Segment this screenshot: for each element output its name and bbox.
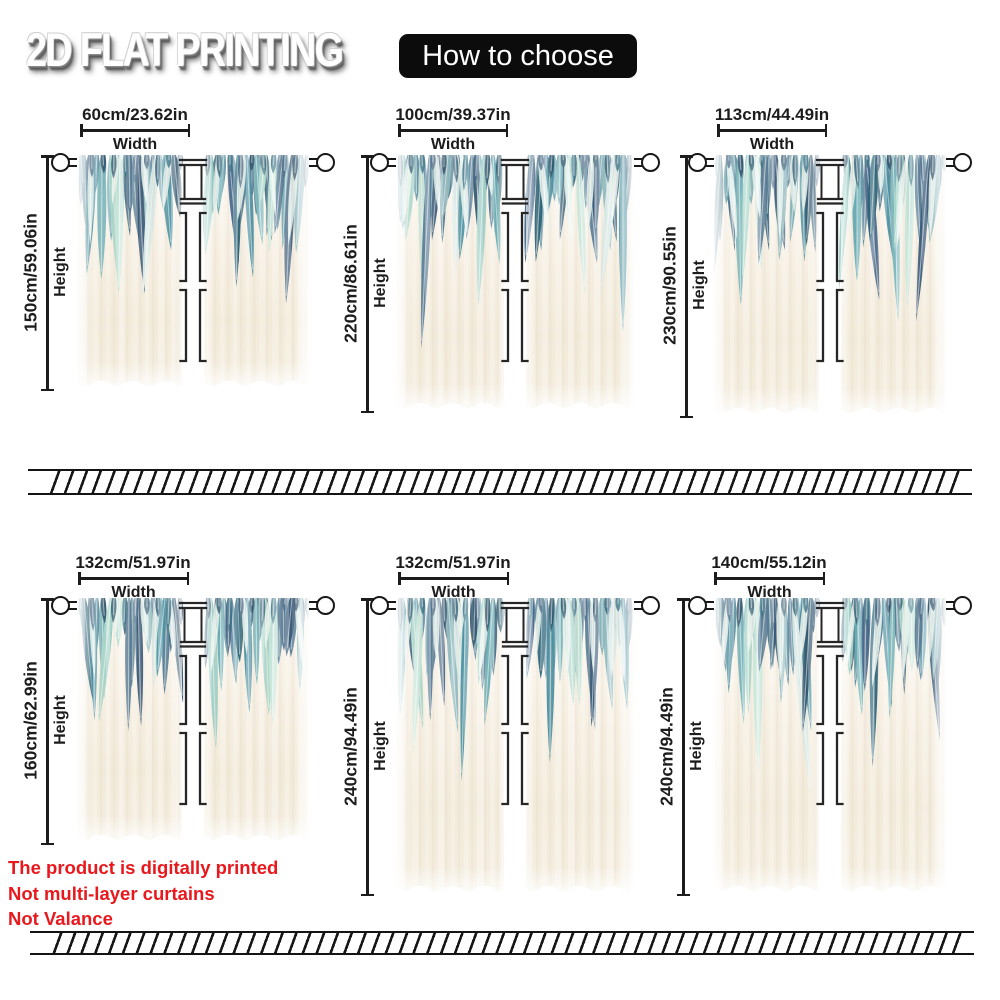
curtain-image [77, 598, 309, 845]
rod-finial-left [688, 153, 715, 173]
finial-stem [705, 157, 714, 168]
finial-ring-icon [953, 596, 972, 615]
height-label: Height [52, 695, 69, 745]
finial-ring-icon [641, 153, 660, 172]
width-value: 113cm/44.49in [714, 105, 830, 124]
width-arrow [717, 124, 827, 136]
curtain-image [396, 598, 634, 896]
finial-stem [634, 157, 643, 168]
width-label: Width [431, 584, 476, 601]
width-arrow [398, 572, 509, 584]
finial-stem [68, 157, 77, 168]
curtain-image [396, 155, 634, 413]
finial-stem [634, 600, 643, 611]
height-value: 240cm/94.49in [340, 687, 361, 806]
floor-hatch-bar [30, 931, 974, 955]
width-arrow [78, 572, 189, 584]
height-label: Height [52, 247, 69, 297]
height-label: Height [372, 721, 389, 771]
height-arrow [41, 155, 53, 391]
height-value: 160cm/62.99in [20, 661, 41, 780]
width-arrow [398, 124, 508, 136]
width-value: 140cm/55.12in [711, 553, 827, 572]
page-title: 2D FLAT PRINTING [26, 23, 344, 76]
hatch-pattern [46, 933, 972, 953]
finial-ring-icon [688, 596, 707, 615]
rod-finial-left [688, 596, 715, 616]
height-arrow [361, 155, 373, 413]
height-label: Height [688, 721, 705, 771]
note-line: The product is digitally printed [8, 857, 279, 878]
finial-ring-icon [316, 596, 335, 615]
finial-ring-icon [370, 153, 389, 172]
rod-finial-right [945, 153, 972, 173]
finial-stem [309, 157, 318, 168]
hatch-pattern [44, 471, 970, 493]
width-value: 132cm/51.97in [395, 553, 511, 572]
width-arrow [80, 124, 190, 136]
note-line: Not Valance [8, 908, 113, 929]
height-arrow [361, 598, 373, 896]
width-arrow [714, 572, 825, 584]
finial-ring-icon [316, 153, 335, 172]
finial-stem [387, 600, 396, 611]
finial-ring-icon [370, 596, 389, 615]
rod-finial-left [51, 153, 78, 173]
height-value: 230cm/90.55in [659, 226, 680, 345]
how-to-choose-badge: How to choose [399, 34, 637, 78]
width-value: 132cm/51.97in [75, 553, 191, 572]
width-label: Width [111, 584, 156, 601]
finial-ring-icon [688, 153, 707, 172]
rod-finial-left [370, 153, 397, 173]
note-line: Not multi-layer curtains [8, 882, 215, 904]
width-label: Width [112, 136, 158, 153]
height-arrow [680, 155, 692, 418]
width-value: 100cm/39.37in [395, 105, 511, 124]
height-label: Height [372, 258, 389, 308]
rod-finial-right [308, 153, 335, 173]
height-arrow [677, 598, 689, 896]
height-arrow [41, 598, 53, 845]
finial-stem [705, 600, 714, 611]
rod-finial-right [945, 596, 972, 616]
width-value: 60cm/23.62in [82, 105, 188, 124]
rod-finial-left [51, 596, 78, 616]
finial-stem [309, 600, 318, 611]
finial-ring-icon [953, 153, 972, 172]
product-notes: The product is digitally printed Not mul… [8, 855, 278, 932]
finial-stem [946, 600, 955, 611]
curtain-image [714, 155, 946, 418]
finial-ring-icon [51, 596, 70, 615]
curtain-image [77, 155, 309, 391]
width-label: Width [430, 136, 476, 153]
height-value: 240cm/94.49in [656, 687, 677, 806]
height-value: 220cm/86.61in [340, 224, 361, 343]
finial-stem [946, 157, 955, 168]
height-label: Height [691, 260, 708, 310]
finial-stem [387, 157, 396, 168]
rod-finial-left [370, 596, 397, 616]
rod-finial-right [633, 596, 660, 616]
width-label: Width [747, 584, 792, 601]
floor-hatch-bar [28, 469, 972, 495]
rod-finial-right [633, 153, 660, 173]
rod-finial-right [308, 596, 335, 616]
finial-ring-icon [51, 153, 70, 172]
finial-ring-icon [641, 596, 660, 615]
height-value: 150cm/59.06in [20, 213, 41, 332]
curtain-image [714, 598, 946, 896]
width-label: Width [749, 136, 795, 153]
finial-stem [68, 600, 77, 611]
